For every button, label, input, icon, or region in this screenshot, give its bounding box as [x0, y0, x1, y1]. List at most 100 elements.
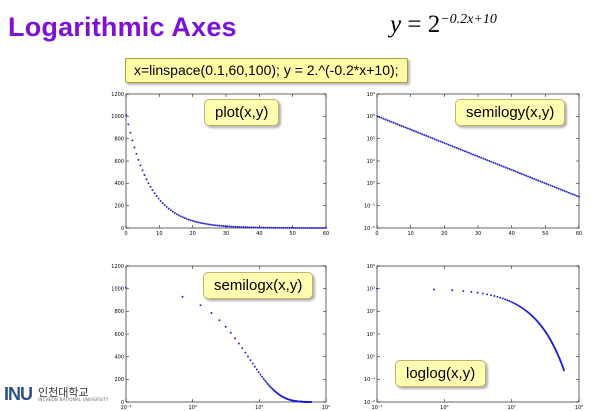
- data-point: [521, 173, 523, 175]
- data-point: [325, 227, 327, 229]
- data-point: [290, 226, 293, 229]
- data-point: [380, 116, 383, 119]
- data-point: [312, 227, 315, 229]
- data-point: [457, 147, 460, 150]
- data-point: [222, 225, 225, 227]
- data-point: [149, 185, 152, 188]
- data-point: [476, 155, 479, 158]
- data-point: [518, 172, 521, 175]
- y-tick-label: 1200: [111, 264, 124, 270]
- data-point: [302, 226, 305, 229]
- data-point: [447, 143, 450, 146]
- data-point: [212, 223, 215, 226]
- data-point: [236, 225, 239, 228]
- data-point: [390, 120, 393, 123]
- y-tick-label: 10¹: [367, 332, 375, 338]
- x-tick-label: 50: [289, 231, 295, 237]
- data-point: [470, 290, 473, 293]
- data-point: [157, 197, 160, 200]
- data-point: [230, 225, 233, 228]
- data-point: [197, 221, 200, 224]
- y-tick-label: 600: [114, 159, 124, 165]
- data-point: [541, 181, 544, 184]
- data-point: [490, 294, 492, 297]
- data-point: [480, 156, 483, 159]
- data-point: [478, 155, 481, 158]
- y-tick-label: 10⁻²: [364, 226, 375, 232]
- data-point: [125, 114, 128, 117]
- data-point: [310, 227, 313, 229]
- data-point: [288, 226, 291, 229]
- data-point: [202, 222, 204, 225]
- label-semilogx: semilogx(x,y): [203, 272, 314, 299]
- data-point: [181, 216, 184, 219]
- x-tick-label: 40: [508, 231, 514, 237]
- data-point: [173, 211, 176, 214]
- data-point: [137, 158, 140, 161]
- data-point: [319, 227, 321, 229]
- data-point: [280, 226, 283, 229]
- data-point: [384, 118, 387, 121]
- data-point: [264, 226, 267, 229]
- data-point: [220, 224, 223, 227]
- data-point: [237, 342, 240, 345]
- data-point: [181, 295, 184, 298]
- data-point: [248, 226, 251, 229]
- data-point: [573, 194, 576, 197]
- data-point: [169, 209, 172, 212]
- data-point: [265, 381, 268, 384]
- data-point: [402, 125, 405, 128]
- data-point: [135, 152, 138, 155]
- data-point: [306, 226, 309, 229]
- x-tick-label: 60: [323, 231, 329, 237]
- data-point: [131, 139, 134, 142]
- formula-base: 2: [427, 11, 441, 38]
- y-tick-label: 0: [121, 400, 124, 406]
- data-point: [411, 129, 413, 132]
- data-point: [294, 226, 297, 229]
- data-point: [177, 214, 180, 217]
- data-point: [262, 377, 265, 380]
- data-point: [501, 297, 504, 300]
- x-tick-label: 10⁰: [188, 405, 196, 411]
- x-tick-label: 10⁻¹: [120, 405, 131, 411]
- data-point: [435, 138, 438, 141]
- data-point: [502, 165, 505, 168]
- data-point: [406, 127, 409, 130]
- y-tick-label: 600: [114, 332, 124, 338]
- y-tick-label: 1200: [111, 92, 124, 98]
- y-tick-label: 0: [121, 226, 124, 232]
- y-tick-label: 10⁻¹: [364, 377, 375, 383]
- data-point: [272, 226, 275, 229]
- data-point: [500, 164, 503, 167]
- data-point: [506, 167, 509, 170]
- data-point: [404, 126, 407, 129]
- data-point: [516, 304, 519, 307]
- data-point: [274, 226, 277, 229]
- data-point: [278, 226, 281, 229]
- data-point: [229, 331, 232, 334]
- formula-lhs: y: [390, 11, 402, 38]
- data-point: [394, 122, 397, 125]
- data-point: [388, 120, 391, 123]
- data-point: [476, 291, 479, 294]
- data-point: [498, 164, 501, 166]
- data-point: [462, 290, 465, 292]
- data-point: [284, 226, 287, 229]
- data-point: [417, 131, 420, 134]
- data-point: [496, 163, 499, 166]
- data-point: [421, 133, 424, 136]
- data-point: [431, 137, 434, 140]
- formula-exponent: −0.2x+10: [440, 12, 497, 27]
- x-tick-label: 10¹: [507, 405, 515, 411]
- data-point: [486, 159, 489, 162]
- data-point: [241, 347, 244, 350]
- y-tick-label: 200: [114, 203, 124, 209]
- x-tick-label: 30: [223, 231, 229, 237]
- data-point: [249, 359, 252, 362]
- logo-subtitle: INCHEON NATIONAL UNIVERSITY: [38, 397, 109, 402]
- data-point: [127, 123, 130, 126]
- data-point: [578, 195, 580, 198]
- y-tick-label: 800: [114, 136, 124, 142]
